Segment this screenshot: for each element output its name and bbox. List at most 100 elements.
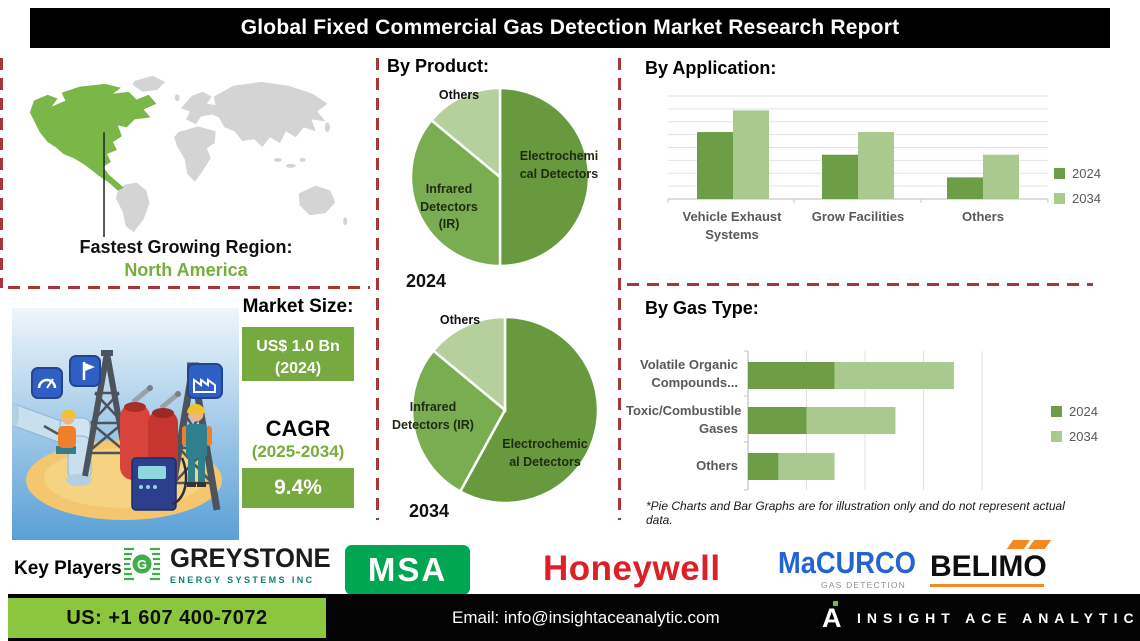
- cagr-period: (2025-2034): [251, 442, 345, 461]
- market-size-year: (2024): [274, 359, 322, 377]
- legend-item-2034: 2034: [1051, 429, 1098, 444]
- logo-macurco: MaCURCO GAS DETECTION: [778, 547, 935, 590]
- application-bar-chart: [667, 95, 1049, 203]
- pie-chart-2024: [409, 86, 591, 268]
- cagr-label: CAGR: [265, 416, 331, 441]
- by-application-heading: By Application:: [645, 58, 777, 78]
- pie2-label-others: Others: [439, 313, 481, 327]
- belimo-name: BELIMO: [930, 550, 1047, 583]
- disclaimer-footnote: *Pie Charts and Bar Graphs are for illus…: [646, 499, 1065, 527]
- app-category-3: Others: [962, 209, 1004, 224]
- legend-label-2034: 2034: [1072, 191, 1101, 206]
- logo-belimo: BELIMO: [930, 540, 1052, 587]
- gas-detection-illustration: [12, 308, 239, 540]
- bar-2024-toxic-combustible-gases: [748, 407, 807, 434]
- bar-2034-toxic-combustible-gases: [806, 407, 896, 434]
- brand-logo-letter: A: [822, 602, 842, 633]
- belimo-flag-icon: [1006, 540, 1052, 549]
- macurco-name: MaCURCO: [778, 545, 916, 580]
- legend-swatch-2024: [1051, 406, 1062, 417]
- key-players-label: Key Players:: [14, 558, 129, 579]
- footer-phone: US: +1 607 400-7072: [8, 598, 326, 638]
- cagr-value-box: 9.4%: [242, 468, 354, 508]
- divider-vertical-1: [376, 58, 379, 520]
- gas-type-bar-chart: [744, 350, 983, 491]
- market-size-label: Market Size:: [242, 296, 354, 317]
- legend-item-2024: 2024: [1054, 166, 1101, 181]
- bar-2024-volatile-organic-compounds-: [748, 362, 835, 389]
- application-legend: 2024 2034: [1054, 166, 1101, 206]
- pie-slice-electrochemical-detectors: [458, 315, 600, 505]
- legend-item-2024: 2024: [1051, 404, 1098, 419]
- map-north-america-highlight: [29, 83, 157, 191]
- belimo-underline: [930, 584, 1044, 587]
- greystone-icon-letter: G: [137, 557, 147, 572]
- pie-slice-electrochemical-detectors: [498, 86, 591, 268]
- insight-ace-logo-icon: A: [822, 600, 844, 634]
- fastest-growing-region: Fastest Growing Region: North America: [0, 237, 372, 281]
- bar-2024-vehicle-exhaust-systems: [697, 132, 733, 199]
- legend-item-2034: 2034: [1054, 191, 1101, 206]
- msa-name: MSA: [367, 551, 448, 588]
- app-category-2: Grow Facilities: [811, 209, 905, 224]
- region-value: North America: [124, 260, 248, 280]
- footer-email: Email: info@insightaceanalytic.com: [452, 607, 720, 627]
- legend-swatch-2034: [1051, 431, 1062, 442]
- macurco-subtitle: GAS DETECTION: [820, 580, 906, 590]
- gas-category-2: Toxic/Combustible Gases: [626, 403, 742, 436]
- page-title: Global Fixed Commercial Gas Detection Ma…: [30, 8, 1110, 48]
- world-map: [29, 75, 348, 238]
- logo-msa: MSA: [345, 545, 470, 595]
- bar-2024-grow-facilities: [822, 154, 858, 199]
- legend-label-2024: 2024: [1069, 404, 1098, 419]
- greystone-name: GREYSTONE: [170, 543, 331, 573]
- worker-left: [43, 409, 76, 454]
- legend-label-2024: 2024: [1072, 166, 1101, 181]
- region-heading: Fastest Growing Region:: [79, 237, 293, 257]
- logo-honeywell: Honeywell: [543, 549, 721, 588]
- pie2-label-electrochemical: Electrochemical Detectors: [502, 437, 588, 469]
- bar-2034-others: [983, 154, 1019, 199]
- logo-greystone: G GREYSTONE ENERGY SYSTEMS INC: [122, 545, 339, 585]
- pie-chart-2034: [410, 315, 600, 505]
- brand-name: INSIGHT ACE ANALYTIC: [857, 609, 1140, 626]
- by-product-heading: By Product:: [387, 56, 490, 76]
- greystone-icon: G: [123, 546, 161, 584]
- pie1-label-electrochemical: Electrochemical Detectors: [519, 149, 599, 181]
- pie2-label-infrared: Infrared Detectors (IR): [392, 400, 474, 432]
- pie2-year: 2034: [409, 501, 450, 521]
- pie1-year: 2024: [406, 271, 447, 291]
- divider-left-edge: [0, 58, 3, 288]
- gas-category-1: Volatile Organic Compounds...: [639, 357, 738, 390]
- bar-2034-volatile-organic-compounds-: [834, 362, 954, 389]
- pie-slice-infrared-detectors-ir-: [410, 348, 507, 494]
- legend-label-2034: 2034: [1069, 429, 1098, 444]
- market-size-box: US$ 1.0 Bn (2024): [242, 327, 354, 381]
- divider-vertical-2: [618, 58, 621, 520]
- pie-slice-infrared-detectors-ir-: [409, 118, 502, 268]
- bar-2024-others: [947, 177, 983, 199]
- bar-2034-grow-facilities: [858, 132, 894, 199]
- divider-horizontal-left: [8, 286, 370, 289]
- brand-logo-dot: [833, 600, 838, 606]
- map-continents: [115, 75, 348, 233]
- app-category-1: Vehicle Exhaust Systems: [682, 209, 782, 242]
- bar-2034-vehicle-exhaust-systems: [733, 110, 769, 199]
- pie-slice-others: [429, 86, 502, 180]
- legend-swatch-2034: [1054, 193, 1065, 204]
- bar-2024-others: [748, 453, 779, 480]
- market-size-value: US$ 1.0 Bn: [256, 338, 340, 355]
- worker-right: [182, 404, 212, 487]
- gas-category-3: Others: [696, 458, 738, 473]
- divider-horizontal-right: [627, 283, 1093, 286]
- pie-slice-others: [431, 315, 507, 413]
- pie1-label-others: Others: [438, 88, 480, 102]
- by-gas-type-heading: By Gas Type:: [645, 298, 759, 318]
- gas-type-legend: 2024 2034: [1051, 404, 1098, 444]
- control-box: [131, 457, 188, 511]
- pie1-label-infrared: Infrared Detectors (IR): [420, 182, 478, 231]
- legend-swatch-2024: [1054, 168, 1065, 179]
- footer-brand: A INSIGHT ACE ANALYTIC: [822, 594, 1140, 641]
- bar-2034-others: [778, 453, 835, 480]
